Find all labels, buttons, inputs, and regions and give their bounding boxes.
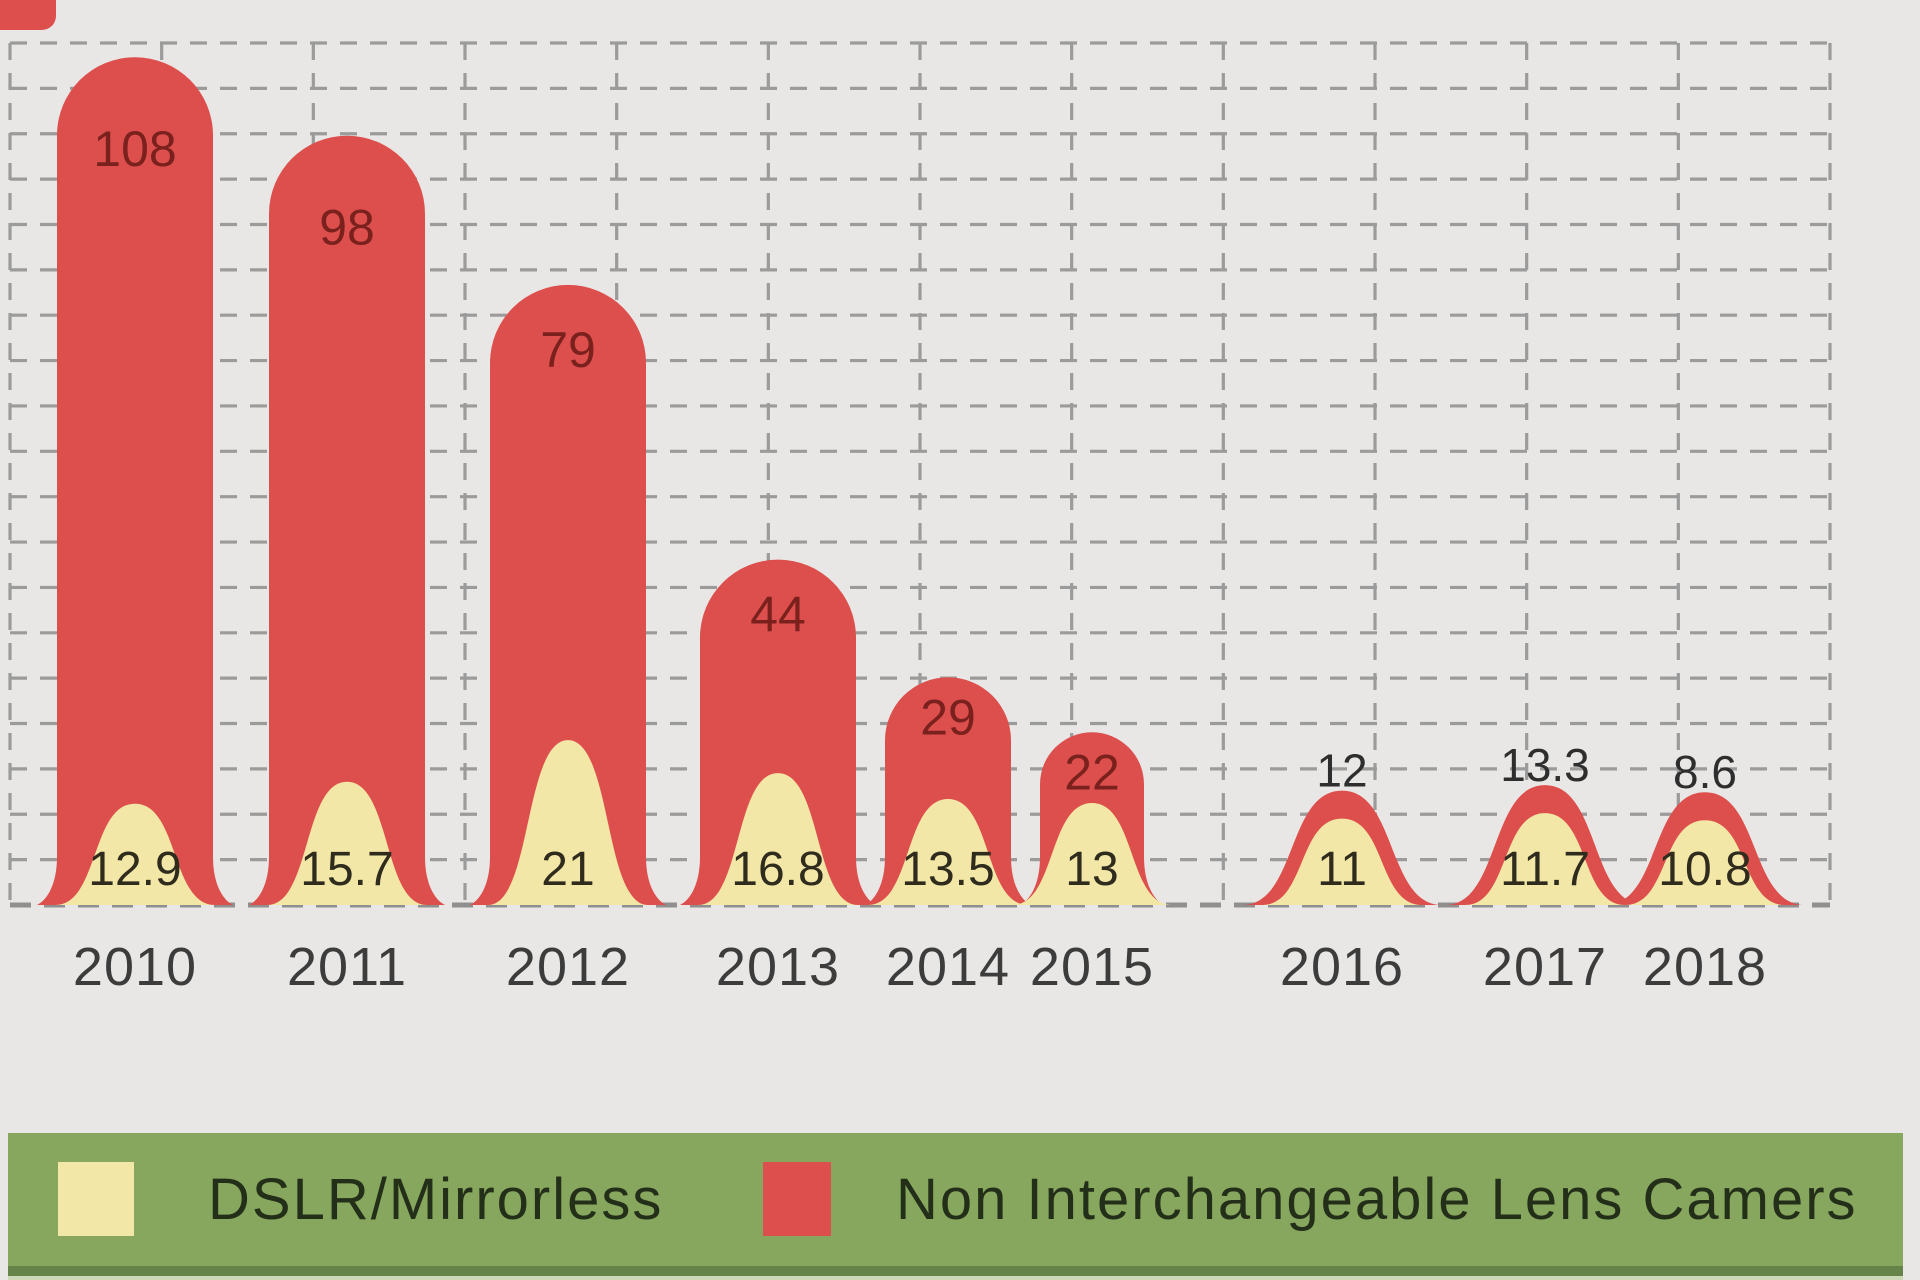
red-value-label-2015: 22 (1064, 744, 1120, 800)
legend-swatch-dslr (58, 1162, 134, 1236)
yellow-bar-2018 (1625, 820, 1785, 905)
red-value-label-2012: 79 (540, 322, 596, 378)
yellow-bar-2015 (1012, 802, 1172, 905)
year-label-2013: 2013 (716, 937, 840, 997)
yellow-bar-2011 (267, 781, 427, 905)
yellow-value-label-2016: 11 (1317, 843, 1367, 896)
red-bar-2010 (37, 57, 233, 905)
year-label-2015: 2015 (1030, 937, 1154, 997)
yellow-value-label-2017: 11.7 (1500, 843, 1590, 896)
red-bar-2014 (865, 677, 1031, 905)
legend-strip-pale (8, 1276, 1903, 1280)
yellow-value-label-2012: 21 (541, 843, 594, 896)
camera-sales-chart: 108 98 79 44 29 22 12 13.3 8.6 12.9 15.7 21 16.8 13.5… (8, 41, 1832, 997)
yellow-value-label-2018: 10.8 (1658, 843, 1751, 896)
red-value-label-2016: 12 (1316, 745, 1367, 797)
red-value-label-2014: 29 (920, 689, 976, 745)
yellow-bar-2014 (868, 799, 1028, 905)
legend-bar: DSLR/Mirrorless Non Interchangeable Lens… (8, 1133, 1903, 1266)
red-value-label-2017: 13.3 (1500, 739, 1590, 791)
yellow-bar-2016 (1262, 818, 1422, 905)
year-label-2012: 2012 (506, 937, 630, 997)
year-label-2017: 2017 (1483, 937, 1607, 997)
red-bar-2011 (249, 135, 445, 905)
year-label-2014: 2014 (886, 937, 1010, 997)
red-value-label-2011: 98 (319, 200, 375, 256)
red-bar-2013 (680, 559, 876, 905)
yellow-bar-2017 (1465, 813, 1625, 905)
year-label-2010: 2010 (73, 937, 197, 997)
red-value-label-2013: 44 (750, 587, 806, 643)
yellow-value-label-2015: 13 (1065, 843, 1118, 896)
yellow-value-label-2010: 12.9 (88, 843, 181, 896)
red-value-label-2018: 8.6 (1673, 746, 1737, 798)
red-value-label-2010: 108 (93, 121, 176, 177)
legend-label-nilc: Non Interchangeable Lens Camers (896, 1167, 1858, 1232)
yellow-value-label-2011: 15.7 (300, 843, 393, 896)
legend-label-dslr: DSLR/Mirrorless (208, 1167, 664, 1232)
year-label-2011: 2011 (287, 937, 407, 997)
yellow-value-label-2013: 16.8 (731, 843, 824, 896)
corner-red-patch (0, 0, 56, 30)
legend-strip-dark (8, 1266, 1903, 1276)
legend-swatch-nilc (763, 1162, 831, 1236)
yellow-bar-2010 (55, 803, 215, 905)
yellow-bar-2013 (698, 773, 858, 905)
yellow-bar-2012 (488, 740, 648, 905)
red-bar-2012 (470, 284, 666, 905)
year-label-2018: 2018 (1643, 937, 1767, 997)
yellow-value-label-2014: 13.5 (901, 843, 994, 896)
year-label-2016: 2016 (1280, 937, 1404, 997)
